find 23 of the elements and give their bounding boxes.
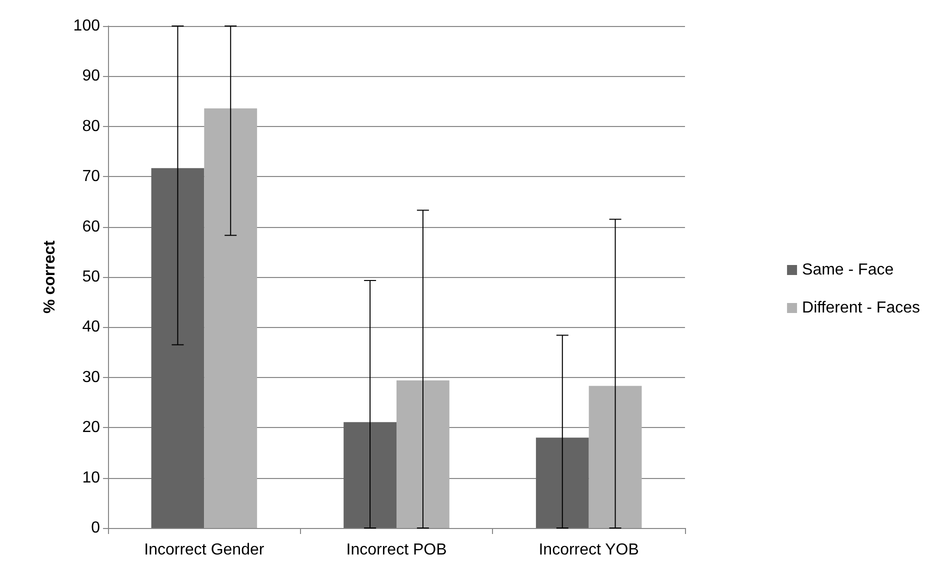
- y-tick-label: 20: [82, 419, 100, 436]
- x-tick-label: Incorrect YOB: [538, 542, 639, 558]
- y-tick-label: 60: [82, 218, 100, 236]
- y-tick-label: 50: [82, 268, 100, 286]
- x-tick-label: Incorrect POB: [346, 542, 447, 558]
- bar: [344, 422, 396, 528]
- y-tick-label: 10: [82, 469, 100, 486]
- legend-label: Same - Face: [802, 262, 894, 278]
- bar: [396, 380, 450, 528]
- y-tick-label: 80: [82, 118, 100, 135]
- y-tick-label: 30: [82, 368, 100, 386]
- y-axis-title: % correct: [42, 240, 58, 314]
- y-tick-label: 70: [82, 168, 100, 186]
- bar: [204, 108, 258, 528]
- y-tick-label: 100: [73, 18, 100, 34]
- x-tick-label: Incorrect Gender: [144, 542, 265, 558]
- y-tick-label: 0: [91, 520, 100, 536]
- legend-label: Different - Faces: [802, 300, 920, 316]
- bar: [588, 386, 642, 528]
- y-tick-label: 90: [82, 68, 100, 85]
- bar: [151, 168, 204, 528]
- bar: [536, 438, 589, 528]
- y-tick-label: 40: [82, 318, 100, 336]
